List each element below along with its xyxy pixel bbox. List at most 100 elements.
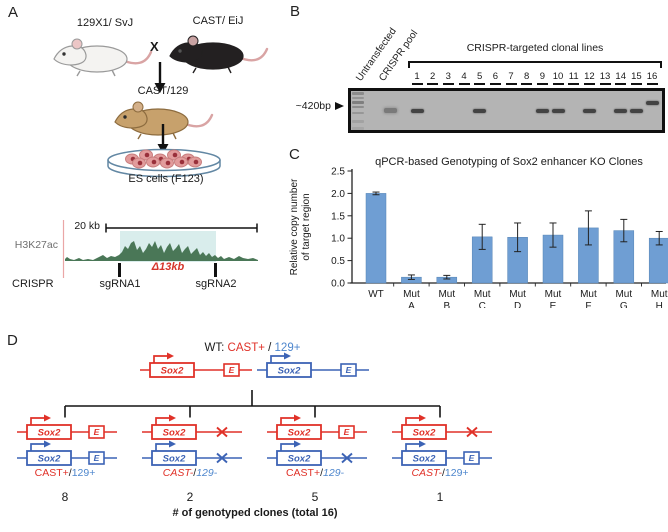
category-label: Mut	[474, 289, 491, 300]
wt-title-part: WT:	[204, 342, 228, 354]
gel-lane-tick	[411, 83, 423, 85]
bar	[365, 193, 387, 284]
gel-lane-tick	[521, 83, 533, 85]
group3-129-allele: Sox2	[267, 440, 367, 466]
parent1-strain-label: 129X1/ SvJ	[76, 17, 134, 29]
gel-image	[348, 88, 665, 133]
gel-lane-number: 14	[615, 71, 626, 82]
crispr-pool-gel-band	[384, 108, 397, 113]
gel-lane-tick	[583, 83, 595, 85]
sox2-gene-label: Sox2	[161, 366, 184, 377]
promoter-arrowhead-icon	[419, 414, 426, 422]
category-label: Mut	[403, 289, 420, 300]
crispr-row-label: CRISPR	[12, 278, 54, 290]
gel-lane-number: 7	[508, 71, 514, 82]
group1-cast-allele: Sox2 E	[17, 414, 117, 440]
sox2-gene-box	[401, 424, 447, 440]
group1-129-allele: Sox2 E	[17, 440, 117, 466]
gel-band	[410, 109, 424, 113]
gel-lane-number: 16	[646, 71, 658, 82]
promoter-arrow-icon	[270, 355, 284, 364]
group2-129-allele: Sox2	[142, 440, 242, 466]
genotype-label-part: /	[68, 467, 72, 479]
gel-band	[645, 100, 659, 105]
enhancer-label: E	[94, 427, 100, 437]
gel-lane-tick	[615, 83, 627, 85]
group4-cast-allele: Sox2	[392, 414, 492, 440]
sox2-gene-label: Sox2	[278, 366, 301, 377]
enhancer-box	[338, 425, 355, 439]
gel-lane-number: 12	[584, 71, 595, 82]
enhancer-label: E	[229, 365, 235, 375]
y-tick-label: 0.0	[331, 279, 345, 290]
es-cell-nucleus	[151, 159, 157, 165]
promoter-arrow-icon	[153, 355, 167, 364]
genotype-label-part: /	[193, 467, 197, 479]
offspring-strain-label: CAST/129	[137, 85, 189, 97]
clone-count: 1	[436, 490, 444, 504]
size-marker-arrow-icon	[335, 102, 344, 110]
wt-title-part: /	[264, 342, 275, 354]
genotype-label-part: /	[320, 467, 324, 479]
gel-band	[614, 109, 628, 113]
sox2-gene-box	[276, 450, 322, 466]
gel-lane-tick	[427, 83, 439, 85]
wt-title-part: CAST+	[227, 342, 265, 354]
panel-a-label: A	[8, 4, 19, 21]
gel-lane-tick	[630, 83, 642, 85]
genotype-label-part: 129+	[71, 467, 96, 479]
category-label: B	[443, 301, 450, 308]
promoter-arrow-icon	[280, 443, 294, 452]
genotype-label: CAST+/129+	[10, 467, 120, 479]
genotype-label-part: 129-	[323, 467, 345, 479]
gel-lane-number: 5	[477, 71, 483, 82]
y-tick-label: 1.5	[331, 211, 345, 222]
enhancer-box	[88, 451, 105, 465]
sox2-gene-label: Sox2	[413, 428, 436, 439]
category-label: H	[656, 301, 663, 308]
parent2-strain-label: CAST/ EiJ	[192, 15, 244, 27]
gel-lane-number: 4	[461, 71, 467, 82]
sox2-gene-label: Sox2	[38, 428, 61, 439]
gel-lane-number: 13	[599, 71, 611, 82]
panel-c-label: C	[289, 146, 301, 163]
enhancer-label: E	[94, 453, 100, 463]
promoter-arrow-icon	[30, 417, 44, 426]
promoter-arrow-icon	[405, 443, 419, 452]
sox2-gene-label: Sox2	[413, 454, 436, 465]
enhancer-label: E	[469, 453, 475, 463]
group4-129-allele: Sox2 E	[392, 440, 492, 466]
clone-count: 2	[186, 490, 194, 504]
sgrna2-cut-site-tick	[214, 263, 217, 277]
chart-title: qPCR-based Genotyping of Sox2 enhancer K…	[375, 156, 643, 168]
sox2-gene-label: Sox2	[288, 454, 311, 465]
cross-symbol: X	[150, 39, 159, 54]
category-label: Mut	[509, 289, 526, 300]
y-tick-label: 1.0	[331, 234, 345, 245]
promoter-arrow-icon	[405, 417, 419, 426]
es-cells-label: ES cells (F123)	[128, 173, 204, 185]
genotype-label-part: 129-	[196, 467, 218, 479]
clonal-lines-bracket	[408, 61, 662, 63]
enhancer-box	[463, 451, 480, 465]
sox2-gene-box	[26, 450, 72, 466]
gel-lane-tick	[599, 83, 611, 85]
enhancer-deleted-x-icon	[216, 452, 228, 464]
genome-track	[62, 220, 258, 278]
panel-d-label: D	[7, 332, 19, 349]
gel-lane-number: 9	[539, 71, 545, 82]
gel-lane-tick	[474, 83, 486, 85]
gel-lane-number: 15	[631, 71, 642, 82]
promoter-arrowhead-icon	[284, 352, 291, 360]
gel-band	[535, 109, 549, 113]
category-label: Mut	[545, 289, 562, 300]
promoter-arrowhead-icon	[44, 440, 51, 448]
gel-lane-number: 6	[492, 71, 498, 82]
gel-lane-tick	[505, 83, 517, 85]
genotyped-clones-caption: # of genotyped clones (total 16)	[172, 507, 338, 519]
qpcr-bar-chart: qPCR-based Genotyping of Sox2 enhancer K…	[289, 156, 668, 308]
genotype-tree-lines	[64, 390, 441, 418]
cross-arrowhead-icon	[154, 83, 166, 93]
wt-title-part: 129+	[274, 342, 301, 354]
panel-a-graphics	[53, 35, 269, 278]
